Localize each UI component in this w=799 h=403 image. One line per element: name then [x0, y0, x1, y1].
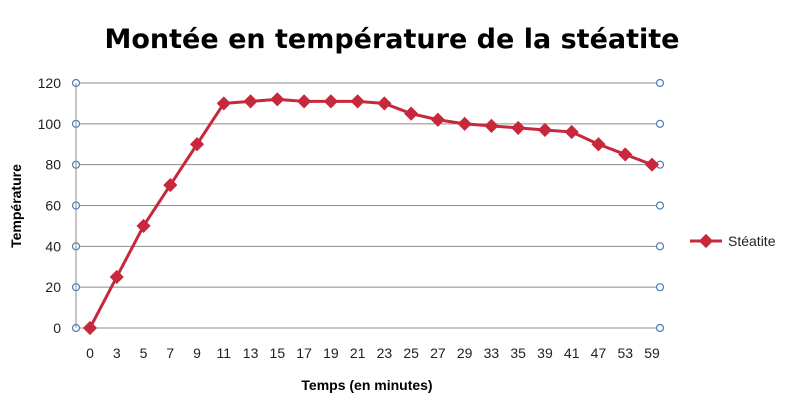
x-tick-label: 41 — [564, 345, 580, 361]
data-point — [163, 178, 178, 193]
x-tick-label: 15 — [270, 345, 286, 361]
y-tick-label: 20 — [45, 279, 61, 295]
data-point — [243, 94, 258, 109]
chart-title: Montée en température de la stéatite — [105, 24, 680, 55]
x-tick-label: 29 — [457, 345, 473, 361]
x-tick-label: 19 — [323, 345, 339, 361]
x-tick-label: 0 — [86, 345, 94, 361]
x-axis-label: Temps (en minutes) — [301, 377, 432, 393]
x-tick-label: 9 — [193, 345, 201, 361]
x-tick-label: 33 — [484, 345, 500, 361]
x-tick-label: 35 — [510, 345, 526, 361]
data-point — [350, 94, 365, 109]
data-point — [109, 269, 124, 285]
x-tick-label: 17 — [296, 345, 312, 361]
data-point — [323, 94, 338, 109]
data-point — [644, 157, 660, 172]
y-tick-label: 80 — [45, 157, 61, 173]
x-tick-label: 25 — [403, 345, 419, 361]
y-axis-ticks: 0 20 40 60 80 100 120 — [38, 75, 62, 336]
data-point — [618, 147, 633, 162]
x-tick-label: 11 — [217, 345, 232, 361]
x-tick-label: 7 — [166, 345, 174, 361]
data-point — [297, 94, 312, 109]
y-axis-label: Température — [8, 164, 24, 248]
data-point — [537, 122, 553, 138]
x-tick-label: 59 — [644, 345, 660, 361]
x-tick-label: 3 — [113, 345, 121, 361]
x-tick-label: 53 — [617, 345, 633, 361]
y-tick-label: 100 — [38, 116, 62, 132]
x-tick-label: 21 — [350, 345, 366, 361]
data-series — [82, 92, 660, 336]
data-point — [564, 124, 579, 140]
data-point — [377, 96, 392, 111]
gridlines — [71, 78, 665, 333]
grid-marker-right — [655, 78, 665, 88]
data-point — [136, 218, 151, 233]
legend: Stéatite — [690, 233, 776, 249]
y-tick-label: 120 — [38, 75, 62, 91]
x-tick-label: 13 — [243, 345, 259, 361]
grid-marker-right — [655, 119, 665, 128]
data-point — [484, 118, 499, 133]
y-tick-label: 0 — [53, 320, 61, 336]
x-axis-ticks: 0 3 5 7 9 11 13 15 17 19 21 23 25 27 29 33 35 39 41 47 53 59 — [86, 345, 660, 361]
data-point — [591, 137, 606, 152]
x-tick-label: 47 — [591, 345, 607, 361]
legend-marker — [698, 233, 714, 249]
grid-marker-right — [655, 242, 665, 251]
x-tick-label: 5 — [140, 345, 148, 361]
data-point — [270, 92, 285, 107]
y-tick-label: 40 — [45, 238, 61, 254]
grid-marker-right — [655, 201, 665, 210]
data-point — [430, 112, 445, 127]
data-point — [457, 116, 472, 131]
grid-marker-right — [655, 323, 665, 333]
data-point — [404, 106, 419, 121]
series-line — [88, 97, 653, 329]
x-tick-label: 23 — [377, 345, 393, 361]
data-point — [511, 120, 526, 135]
data-point — [189, 137, 205, 152]
legend-entry: Stéatite — [728, 233, 776, 249]
data-point — [82, 320, 98, 336]
x-tick-label: 27 — [430, 345, 446, 361]
y-tick-label: 60 — [45, 198, 61, 214]
grid-marker-right — [655, 283, 665, 292]
x-tick-label: 39 — [537, 345, 553, 361]
